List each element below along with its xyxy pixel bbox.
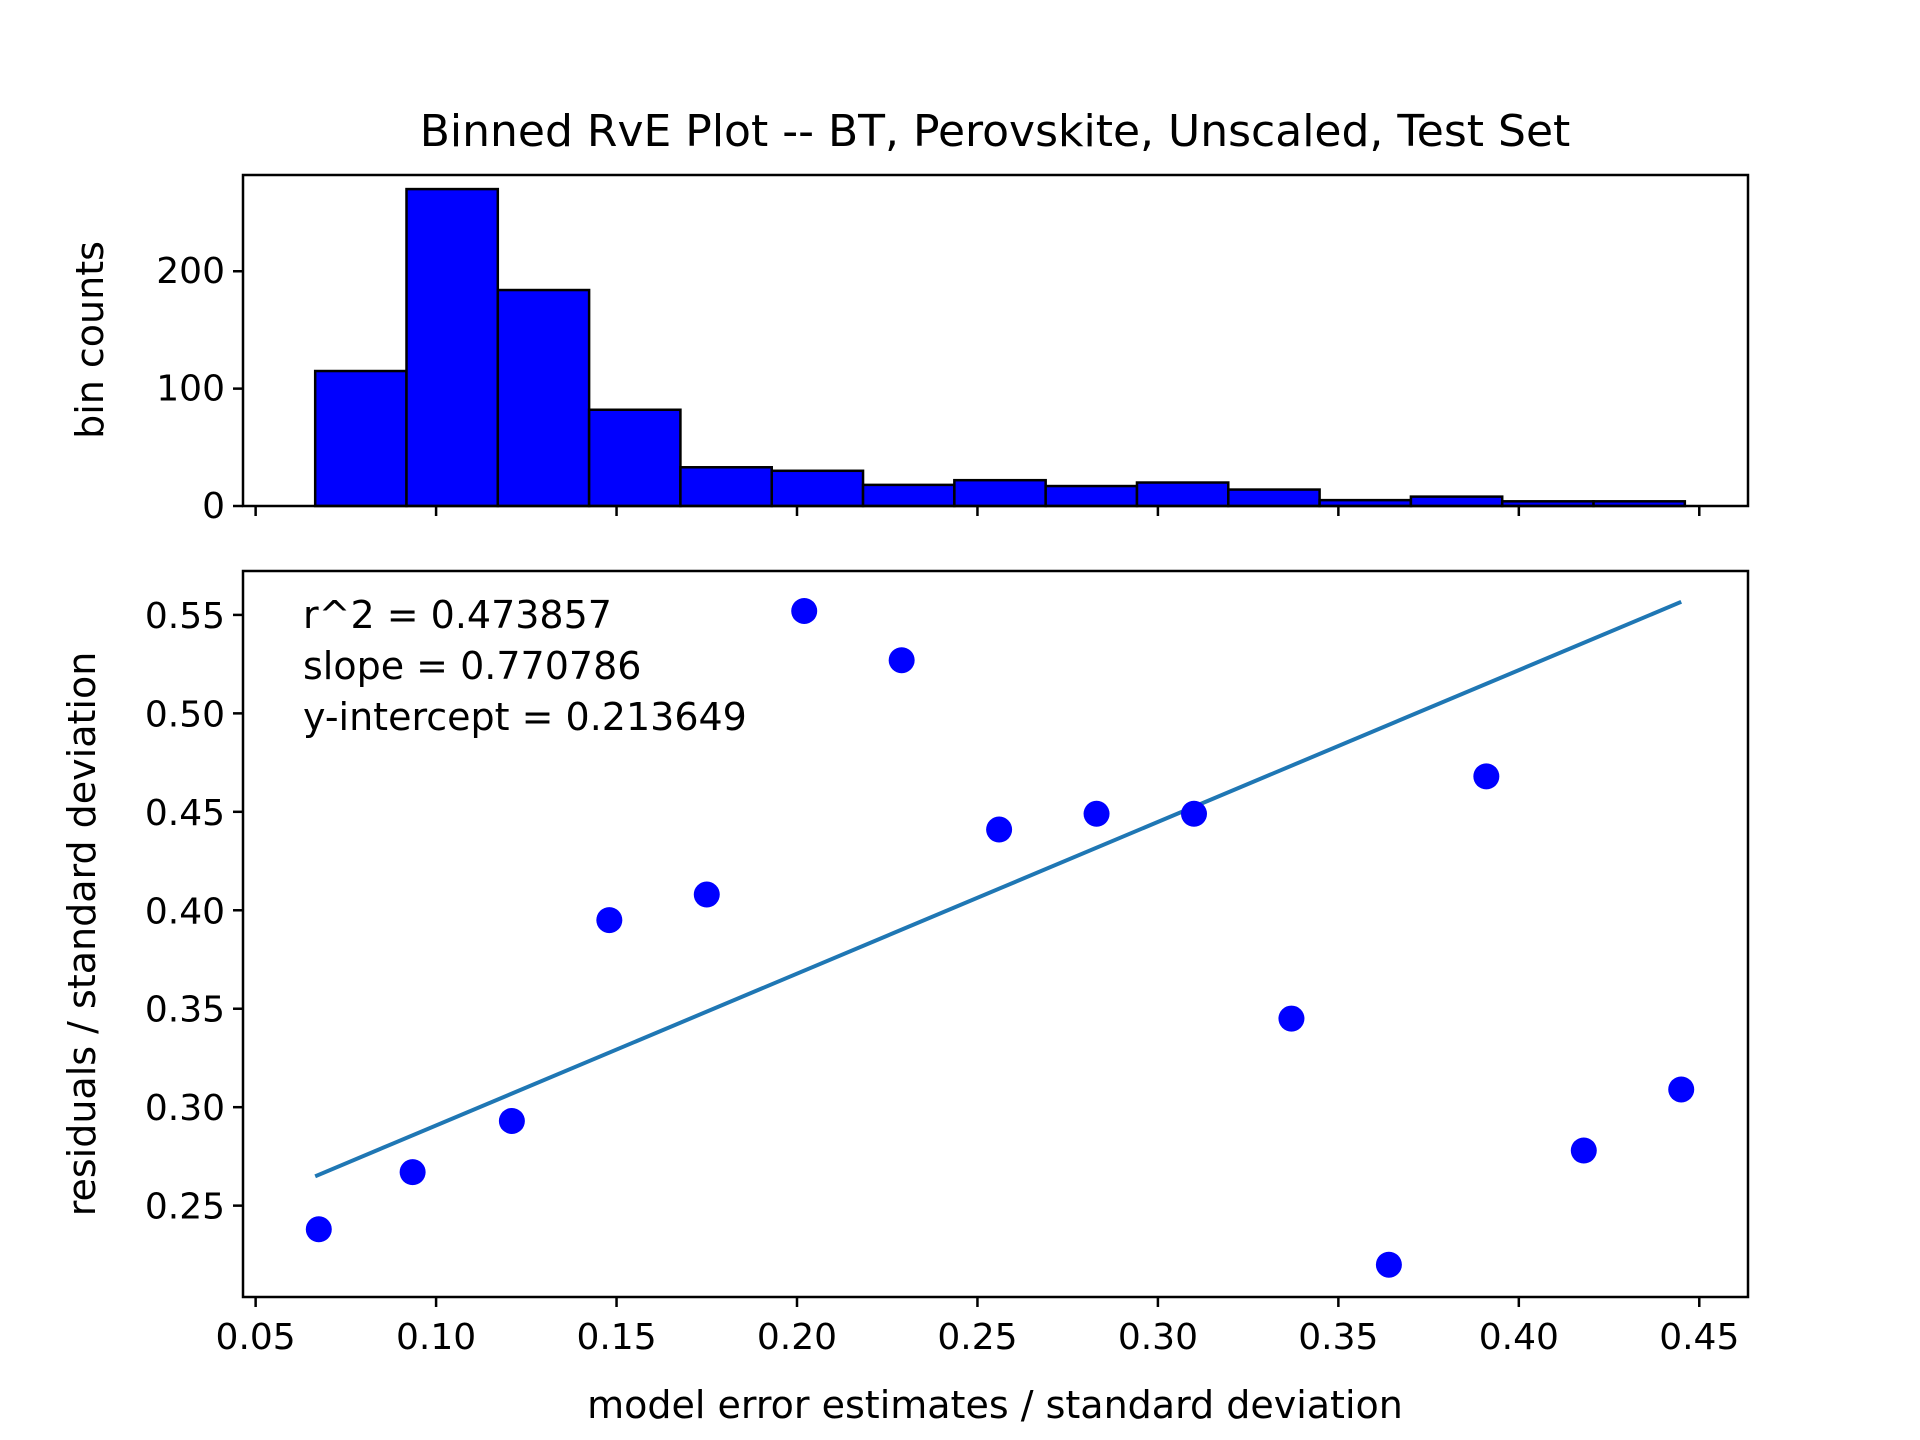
histogram-bar <box>405 187 500 508</box>
y-tick-label: 0.50 <box>145 694 225 735</box>
histogram-bar <box>1044 484 1139 508</box>
histogram-bars <box>313 187 1687 508</box>
y-tick-label: 0.30 <box>145 1088 225 1129</box>
scatter-panel: 0.05 0.10 0.15 0.20 0.25 0.30 0.35 0.40 0.45 0.2… <box>60 506 1750 1427</box>
scatter-point <box>791 597 818 624</box>
histogram-bar <box>496 288 591 508</box>
x-tick-label: 0.35 <box>1298 1317 1378 1358</box>
scatter-point <box>498 1107 525 1134</box>
histogram-y-label: bin counts <box>68 241 112 439</box>
y-tick-label: 100 <box>156 369 225 410</box>
y-tick-label: 0.55 <box>145 596 225 637</box>
scatter-points <box>305 597 1695 1278</box>
y-tick-label: 0.35 <box>145 990 225 1031</box>
histogram-bar <box>953 478 1047 508</box>
histogram-bar <box>1409 495 1504 508</box>
scatter-point <box>1570 1137 1597 1164</box>
histogram-panel: 0 100 200 bin counts <box>68 173 1750 527</box>
x-tick-label: 0.15 <box>576 1317 656 1358</box>
scatter-point <box>986 816 1013 843</box>
histogram-bar <box>1227 488 1321 508</box>
x-tick-label: 0.25 <box>937 1317 1017 1358</box>
histogram-bar <box>770 469 865 508</box>
histogram-y-ticks: 0 100 200 <box>156 251 243 527</box>
scatter-y-ticks: 0.25 0.30 0.35 0.40 0.45 0.50 0.55 <box>145 596 243 1228</box>
scatter-x-ticks: 0.05 0.10 0.15 0.20 0.25 0.30 0.35 0.40 0.45 <box>216 506 1739 1358</box>
x-axis-label: model error estimates / standard deviati… <box>587 1383 1403 1427</box>
histogram-bar <box>1135 481 1230 508</box>
x-tick-label: 0.45 <box>1659 1317 1739 1358</box>
x-tick-label: 0.30 <box>1118 1317 1198 1358</box>
annotation-intercept: y-intercept = 0.213649 <box>303 695 747 739</box>
scatter-point <box>596 907 623 934</box>
y-tick-label: 0 <box>202 486 225 527</box>
annotation-r2: r^2 = 0.473857 <box>303 593 612 637</box>
scatter-point <box>305 1216 332 1243</box>
y-tick-label: 0.45 <box>145 793 225 834</box>
x-tick-label: 0.40 <box>1479 1317 1559 1358</box>
scatter-y-label: residuals / standard deviation <box>60 652 104 1217</box>
x-tick-label: 0.10 <box>396 1317 476 1358</box>
histogram-bar <box>587 408 682 508</box>
scatter-point <box>693 881 720 908</box>
scatter-point <box>1375 1251 1402 1278</box>
histogram-bar <box>679 466 773 508</box>
scatter-point <box>1181 800 1208 827</box>
scatter-point <box>1473 763 1500 790</box>
x-tick-label: 0.05 <box>216 1317 296 1358</box>
y-tick-label: 0.40 <box>145 891 225 932</box>
scatter-frame <box>241 569 1750 1299</box>
scatter-point <box>1278 1005 1305 1032</box>
scatter-point <box>1083 800 1110 827</box>
annotation-slope: slope = 0.770786 <box>303 644 641 688</box>
scatter-point <box>1668 1076 1695 1103</box>
x-tick-label: 0.20 <box>757 1317 837 1358</box>
scatter-point <box>399 1159 426 1186</box>
chart-title: Binned RvE Plot -- BT, Perovskite, Unsca… <box>420 106 1571 157</box>
scatter-point <box>888 647 915 674</box>
histogram-bar <box>313 369 408 508</box>
histogram-frame <box>241 173 1750 508</box>
y-tick-label: 200 <box>156 251 225 292</box>
y-tick-label: 0.25 <box>145 1187 225 1228</box>
fit-line <box>314 599 1683 1179</box>
histogram-bar <box>861 483 956 508</box>
